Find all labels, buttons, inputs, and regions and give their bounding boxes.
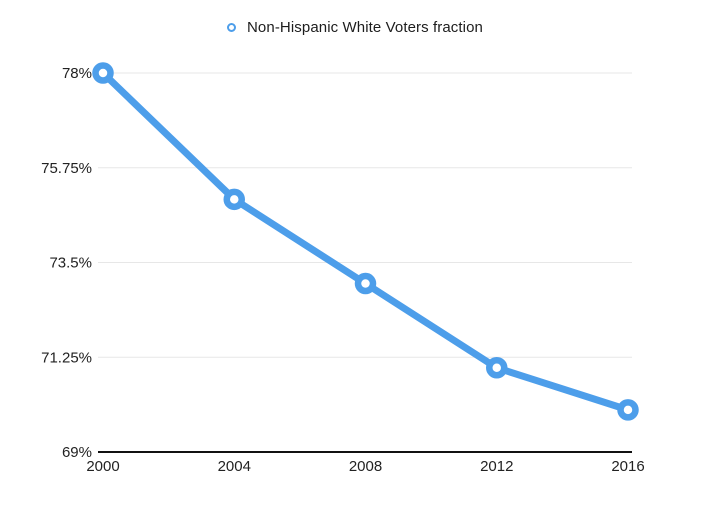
x-axis-tick-label: 2004 <box>218 458 251 475</box>
y-axis-tick-label: 73.5% <box>49 255 92 272</box>
x-axis-tick-label: 2000 <box>86 458 119 475</box>
y-axis-tick-label: 78% <box>62 65 92 82</box>
x-axis-tick-label: 2016 <box>611 458 644 475</box>
data-point-marker <box>486 357 508 379</box>
data-point-marker <box>223 188 245 211</box>
data-point-marker <box>617 399 639 421</box>
chart-legend: Non-Hispanic White Voters fraction <box>0 16 710 38</box>
data-point-marker <box>354 272 377 295</box>
y-axis-tick-label: 75.75% <box>41 160 92 177</box>
x-axis-tick-label: 2012 <box>480 458 513 475</box>
legend-series-label: Non-Hispanic White Voters fraction <box>247 18 483 36</box>
y-axis-tick-label: 71.25% <box>41 349 92 366</box>
x-axis-tick-label: 2008 <box>349 458 382 475</box>
series-line <box>99 69 632 414</box>
legend-series-marker-icon <box>227 22 236 32</box>
data-point-marker <box>92 62 114 84</box>
y-axis-tick-label: 69% <box>62 444 92 461</box>
